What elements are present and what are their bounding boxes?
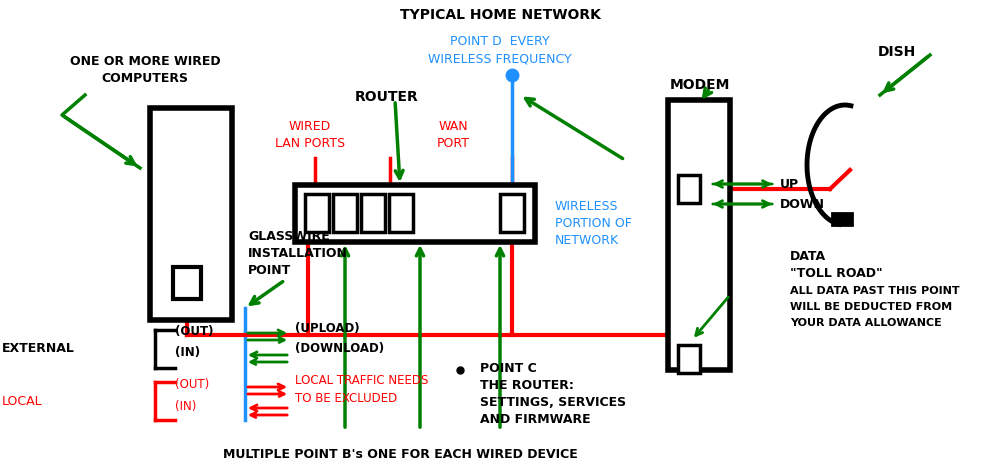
Text: TYPICAL HOME NETWORK: TYPICAL HOME NETWORK <box>400 8 600 22</box>
Text: ONE OR MORE WIRED: ONE OR MORE WIRED <box>70 55 220 68</box>
Text: POINT D  EVERY: POINT D EVERY <box>450 35 550 48</box>
Text: WIRED: WIRED <box>289 120 331 133</box>
Text: AND FIRMWARE: AND FIRMWARE <box>480 413 591 426</box>
Bar <box>333 194 357 232</box>
Text: (IN): (IN) <box>175 400 196 413</box>
Text: (IN): (IN) <box>175 346 200 359</box>
Text: ALL DATA PAST THIS POINT: ALL DATA PAST THIS POINT <box>790 286 960 296</box>
Bar <box>150 108 232 320</box>
Text: DATA: DATA <box>790 250 826 263</box>
Text: UP: UP <box>780 178 799 191</box>
Bar <box>668 100 730 370</box>
Bar <box>389 194 413 232</box>
Text: NETWORK: NETWORK <box>555 234 619 247</box>
Text: LOCAL: LOCAL <box>2 395 43 408</box>
Text: THE ROUTER:: THE ROUTER: <box>480 379 574 392</box>
Text: LAN PORTS: LAN PORTS <box>275 137 345 150</box>
Text: (OUT): (OUT) <box>175 325 214 338</box>
Text: WAN: WAN <box>438 120 468 133</box>
Text: POINT C: POINT C <box>480 362 537 375</box>
Bar <box>361 194 385 232</box>
Text: GLASSWIRE: GLASSWIRE <box>248 230 330 243</box>
Bar <box>305 194 329 232</box>
Text: COMPUTERS: COMPUTERS <box>102 72 188 85</box>
Text: "TOLL ROAD": "TOLL ROAD" <box>790 267 883 280</box>
Text: (DOWNLOAD): (DOWNLOAD) <box>295 342 384 355</box>
Text: TO BE EXCLUDED: TO BE EXCLUDED <box>295 392 397 405</box>
Text: WILL BE DEDUCTED FROM: WILL BE DEDUCTED FROM <box>790 302 952 312</box>
Text: INSTALLATION: INSTALLATION <box>248 247 348 260</box>
Text: PORT: PORT <box>436 137 470 150</box>
Text: EXTERNAL: EXTERNAL <box>2 342 75 355</box>
Text: MULTIPLE POINT B's ONE FOR EACH WIRED DEVICE: MULTIPLE POINT B's ONE FOR EACH WIRED DE… <box>223 448 577 461</box>
Text: YOUR DATA ALLOWANCE: YOUR DATA ALLOWANCE <box>790 318 942 328</box>
Bar <box>832 213 852 225</box>
Bar <box>678 345 700 373</box>
Text: MODEM: MODEM <box>670 78 730 92</box>
Text: ROUTER: ROUTER <box>355 90 419 104</box>
Bar <box>678 175 700 203</box>
Bar <box>500 194 524 232</box>
Text: POINT: POINT <box>248 264 291 277</box>
Text: WIRELESS FREQUENCY: WIRELESS FREQUENCY <box>428 52 572 65</box>
Text: PORTION OF: PORTION OF <box>555 217 632 230</box>
Text: SETTINGS, SERVICES: SETTINGS, SERVICES <box>480 396 626 409</box>
Text: DOWN: DOWN <box>780 198 825 211</box>
Text: LOCAL TRAFFIC NEEDS: LOCAL TRAFFIC NEEDS <box>295 374 428 387</box>
Text: WIRELESS: WIRELESS <box>555 200 618 213</box>
Bar <box>295 185 535 242</box>
Text: (OUT): (OUT) <box>175 378 209 391</box>
Text: DISH: DISH <box>878 45 916 59</box>
Bar <box>173 267 201 299</box>
Text: (UPLOAD): (UPLOAD) <box>295 322 360 335</box>
